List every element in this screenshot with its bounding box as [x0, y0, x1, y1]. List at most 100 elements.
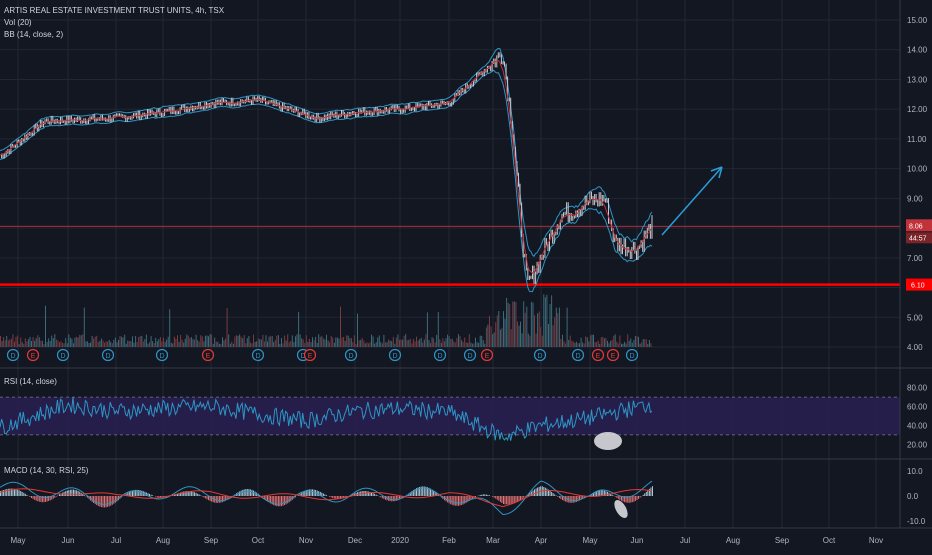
volume-bar [415, 341, 416, 347]
volume-bar [419, 339, 420, 347]
volume-bar [6, 336, 7, 347]
volume-bar [166, 340, 167, 347]
time-label: Jul [111, 536, 121, 545]
macd-histogram-bar [53, 496, 54, 499]
volume-bar [174, 337, 175, 347]
volume-bar [283, 343, 284, 347]
volume-bar [411, 343, 412, 347]
macd-histogram-bar [475, 496, 476, 497]
macd-histogram-bar [607, 492, 608, 496]
volume-bar [11, 339, 12, 347]
volume-bar [107, 342, 108, 347]
volume-bar [649, 340, 650, 347]
macd-histogram-bar [505, 496, 506, 504]
volume-bar [143, 342, 144, 348]
volume-bar [365, 343, 366, 347]
macd-histogram-bar [193, 492, 194, 496]
volume-bar [391, 341, 392, 347]
volume-bar [22, 342, 23, 347]
volume-bar [607, 341, 608, 347]
volume-bar [320, 337, 321, 347]
volume-bar [458, 334, 459, 347]
event-marker-label: E [485, 353, 490, 360]
volume-bar [595, 342, 596, 347]
volume-bar [500, 330, 501, 347]
event-marker-label: E [611, 353, 616, 360]
volume-bar [349, 338, 350, 347]
volume-bar [92, 336, 93, 347]
macd-histogram-bar [205, 496, 206, 498]
macd-histogram-bar [461, 496, 462, 505]
macd-histogram-bar [522, 496, 523, 499]
macd-histogram-bar [36, 496, 37, 501]
macd-histogram-bar [463, 496, 464, 504]
volume-bar [408, 340, 409, 347]
time-label: Nov [299, 536, 313, 545]
macd-histogram-bar [84, 495, 85, 496]
macd-histogram-bar [450, 496, 451, 504]
volume-bar [387, 342, 388, 347]
volume-bar [348, 336, 349, 347]
volume-bar [75, 338, 76, 348]
macd-histogram-bar [278, 496, 279, 506]
volume-bar [497, 315, 498, 347]
macd-tick-label: 0.0 [907, 492, 919, 501]
time-label: Sep [204, 536, 219, 545]
volume-bar [186, 335, 187, 347]
volume-bar [238, 336, 239, 347]
volume-bar [621, 344, 622, 347]
macd-histogram-bar [506, 496, 507, 504]
volume-bar [508, 303, 509, 347]
volume-bar [418, 341, 419, 347]
macd-histogram-bar [279, 496, 280, 506]
macd-histogram-bar [612, 495, 613, 496]
volume-bar [564, 341, 565, 347]
macd-histogram-bar [286, 496, 287, 504]
macd-histogram-bar [155, 496, 156, 497]
macd-histogram-bar [284, 496, 285, 505]
volume-bar [51, 336, 52, 347]
volume-bar [286, 341, 287, 347]
chart-title: ARTIS REAL ESTATE INVESTMENT TRUST UNITS… [4, 6, 225, 15]
volume-bar [436, 335, 437, 347]
macd-histogram-bar [287, 496, 288, 503]
bb-legend: BB (14, close, 2) [4, 30, 63, 39]
volume-bar [39, 337, 40, 347]
volume-bar [157, 341, 158, 347]
macd-histogram-bar [207, 496, 208, 499]
volume-bar [104, 343, 105, 347]
volume-bar [483, 340, 484, 347]
macd-histogram-bar [321, 493, 322, 496]
volume-bar [534, 315, 535, 347]
macd-histogram-bar [374, 494, 375, 496]
time-label: May [10, 536, 25, 545]
volume-bar [130, 341, 131, 347]
volume-bar [175, 339, 176, 347]
volume-bar [20, 338, 21, 348]
volume-bar [338, 339, 339, 347]
macd-histogram-bar [324, 494, 325, 496]
volume-bar [402, 340, 403, 347]
volume-bar [528, 334, 529, 347]
volume-bar [205, 336, 206, 347]
volume-bar [62, 343, 63, 347]
volume-bar [149, 342, 150, 347]
macd-histogram-bar [104, 496, 105, 507]
volume-bar [581, 338, 582, 347]
volume-bar [407, 340, 408, 347]
volume-bar [646, 339, 647, 347]
volume-bar [269, 337, 270, 347]
volume-bar [452, 339, 453, 347]
volume-bar [587, 337, 588, 347]
volume-bar [491, 327, 492, 348]
volume-bar [67, 343, 68, 347]
volume-bar [424, 340, 425, 348]
volume-bar [629, 341, 630, 347]
volume-bar [461, 340, 462, 347]
volume-bar [404, 336, 405, 347]
volume-bar [537, 313, 538, 347]
macd-histogram-bar [376, 495, 377, 496]
volume-bar [444, 341, 445, 347]
macd-histogram-bar [523, 496, 524, 498]
